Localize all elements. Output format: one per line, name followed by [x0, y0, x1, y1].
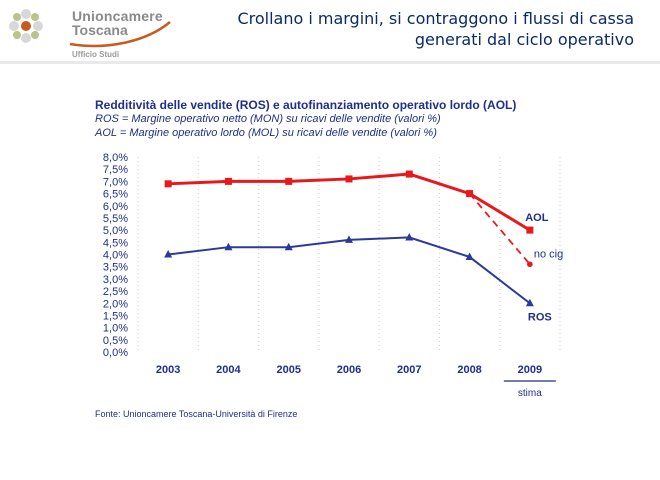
x-tick-label: 2003 [156, 364, 180, 376]
aol-point [405, 170, 413, 178]
slide-title: Crollano i margini, si contraggono i flu… [237, 9, 634, 49]
org-name-line2: Toscana [72, 22, 128, 38]
swoosh-icon [69, 21, 171, 48]
no-cig-point [527, 261, 533, 268]
y-tick-label: 2,0% [103, 298, 128, 310]
aol-point [164, 180, 172, 188]
unioncamere-logo-icon [9, 9, 43, 43]
y-tick-label: 4,5% [103, 237, 128, 249]
ros-point [405, 232, 414, 241]
chart-title: Redditività delle vendite (ROS) e autofi… [95, 98, 517, 112]
org-department: Ufficio Studi [72, 50, 120, 59]
ros-series-line [168, 236, 531, 305]
ros-point [224, 242, 233, 251]
aol-series-label: AOL [525, 212, 549, 224]
source-note: Fonte: Unioncamere Toscana-Università di… [95, 409, 298, 419]
header-bar: Unioncamere Toscana Ufficio Studi Crolla… [0, 0, 660, 64]
aol-point [285, 177, 293, 185]
y-tick-label: 8,0% [103, 152, 128, 164]
y-tick-label: 6,0% [103, 201, 128, 213]
y-tick-label: 6,5% [103, 189, 128, 201]
x-tick-label: 2008 [457, 364, 481, 376]
x-tick-label: 2004 [216, 364, 241, 376]
no-cig-point [466, 190, 473, 197]
y-tick-label: 0,0% [103, 347, 128, 359]
x-tick-label: 2006 [337, 364, 361, 376]
y-tick-label: 2,5% [103, 286, 128, 298]
org-name-line1: Unioncamere [72, 8, 163, 24]
y-tick-label: 7,0% [103, 176, 128, 188]
y-tick-label: 7,5% [103, 164, 128, 176]
y-tick-label: 5,0% [103, 225, 128, 237]
ros-point [525, 298, 534, 307]
ros-point [164, 250, 173, 258]
y-tick-label: 5,5% [103, 213, 128, 225]
y-tick-label: 4,0% [103, 250, 128, 262]
y-tick-label: 3,5% [103, 262, 128, 274]
ros-series-label: ROS [528, 311, 552, 323]
x-tick-label: 2009 [518, 364, 542, 376]
aol-point [224, 177, 232, 185]
chart-subtitle-aol: AOL = Margine operativo lordo (MOL) su r… [95, 127, 437, 139]
header-divider [0, 61, 660, 64]
chart-subtitle-ros: ROS = Margine operativo netto (MON) su r… [95, 113, 441, 125]
ros-point [284, 242, 293, 251]
aol-point [345, 175, 353, 183]
aol-series-line [168, 172, 531, 232]
ros-point [345, 235, 353, 243]
x-tick-label: 2007 [397, 364, 421, 376]
no-cig-series-line [468, 192, 531, 265]
y-tick-label: 1,0% [103, 323, 128, 335]
x-tick-label: 2005 [276, 364, 300, 376]
no-cig-series-label: no cig [534, 248, 563, 260]
y-tick-label: 1,5% [103, 310, 128, 322]
y-tick-label: 3,0% [103, 274, 128, 286]
aol-point [526, 226, 534, 234]
y-tick-label: 0,5% [103, 335, 128, 347]
annotation-label: stima [518, 388, 542, 399]
ros-point [465, 252, 474, 260]
